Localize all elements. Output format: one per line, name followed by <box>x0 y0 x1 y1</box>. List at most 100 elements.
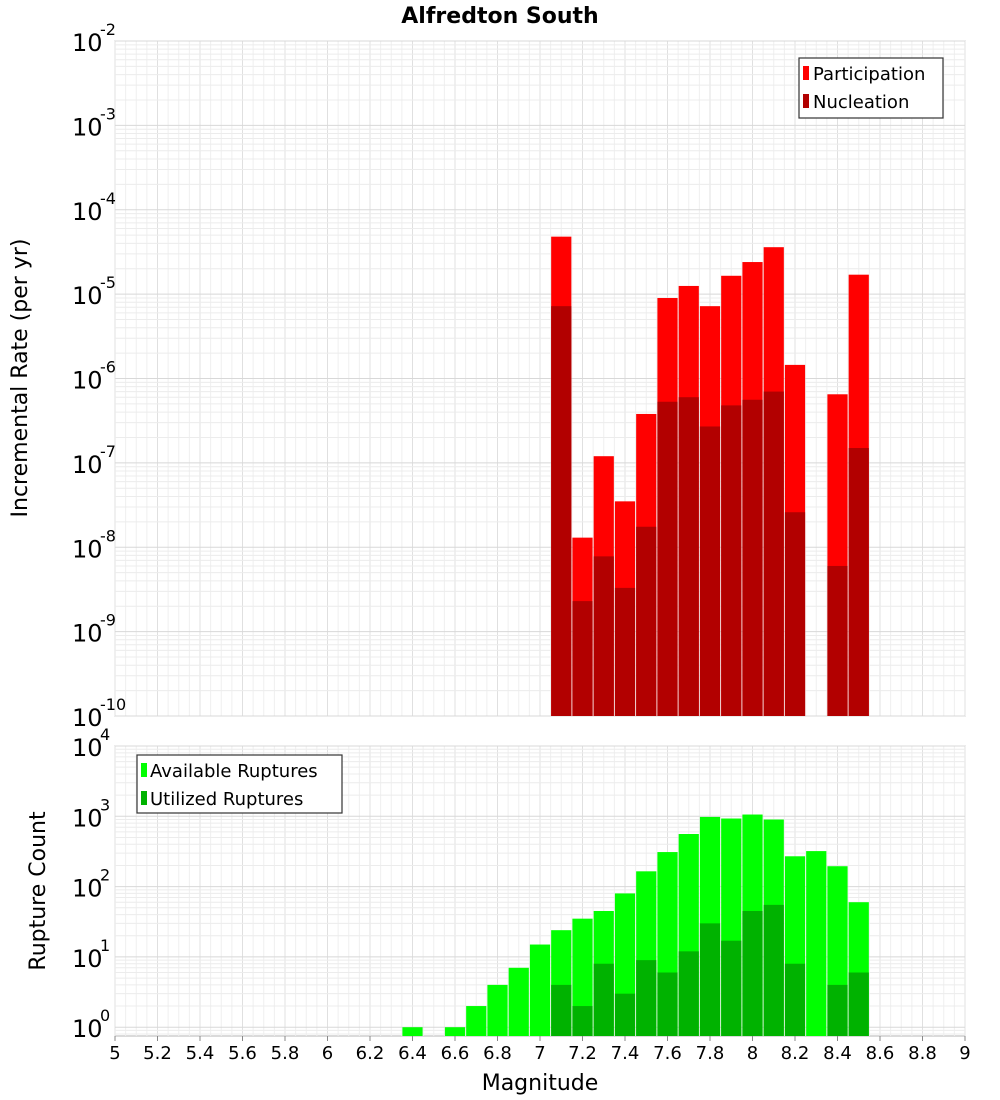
bar-utilized-ruptures <box>742 910 763 1036</box>
top-y-ticks: 10-210-310-410-510-610-710-810-910-10 <box>72 20 126 732</box>
y-tick-exponent: -10 <box>100 695 126 714</box>
bar-utilized-ruptures <box>699 923 721 1036</box>
bar-available-ruptures <box>487 984 508 1036</box>
y-tick-exponent: -4 <box>100 189 116 208</box>
x-tick-label: 6.2 <box>356 1043 385 1064</box>
bar-nucleation <box>678 397 699 716</box>
x-tick-label: 7.2 <box>568 1043 597 1064</box>
bar-available-ruptures <box>444 1027 466 1036</box>
bottom-y-axis-label: Rupture Count <box>26 811 51 971</box>
bar-available-ruptures <box>508 967 529 1036</box>
legend-swatch-nucleation <box>803 94 809 108</box>
bar-utilized-ruptures <box>614 993 636 1036</box>
x-tick-label: 6.6 <box>441 1043 470 1064</box>
x-tick-label: 7.4 <box>611 1043 640 1064</box>
legend-label-available: Available Ruptures <box>150 761 318 782</box>
bar-utilized-ruptures <box>593 963 614 1036</box>
bar-nucleation <box>721 405 742 716</box>
y-tick-exponent: 1 <box>100 936 110 955</box>
y-tick-exponent: 2 <box>100 866 110 885</box>
y-tick-label: 10 <box>72 29 103 57</box>
x-tick-label: 5.8 <box>271 1043 300 1064</box>
legend-label-nucleation: Nucleation <box>813 92 909 113</box>
top-legend: Participation Nucleation <box>798 57 944 119</box>
x-tick-label: 6.8 <box>483 1043 512 1064</box>
y-tick-exponent: 4 <box>100 725 110 744</box>
x-tick-label: 8 <box>747 1043 758 1064</box>
bar-nucleation <box>827 565 848 716</box>
y-tick-label: 10 <box>72 451 103 479</box>
y-tick-label: 10 <box>72 875 103 903</box>
bar-available-ruptures <box>402 1027 423 1036</box>
bottom-legend: Available Ruptures Utilized Ruptures <box>136 754 343 814</box>
y-tick-label: 10 <box>72 198 103 226</box>
bar-nucleation <box>551 306 572 716</box>
y-tick-label: 10 <box>72 282 103 310</box>
y-tick-label: 10 <box>72 704 103 732</box>
x-tick-label: 5 <box>109 1043 120 1064</box>
x-axis-label: Magnitude <box>482 1071 599 1096</box>
legend-swatch-participation <box>803 66 809 80</box>
y-tick-label: 10 <box>72 945 103 973</box>
x-tick-label: 5.2 <box>143 1043 172 1064</box>
y-tick-exponent: -7 <box>100 442 116 461</box>
y-tick-exponent: -9 <box>100 611 116 630</box>
legend-swatch-utilized <box>141 791 147 805</box>
bar-utilized-ruptures <box>784 963 806 1036</box>
bar-utilized-ruptures <box>827 984 848 1036</box>
x-tick-label: 5.6 <box>228 1043 257 1064</box>
x-tick-label: 6 <box>322 1043 333 1064</box>
bar-utilized-ruptures <box>763 904 784 1036</box>
y-tick-exponent: -6 <box>100 358 116 377</box>
x-tick-label: 5.4 <box>186 1043 215 1064</box>
y-tick-label: 10 <box>72 804 103 832</box>
x-tick-label: 6.4 <box>398 1043 427 1064</box>
y-tick-label: 10 <box>72 734 103 762</box>
top-grid <box>114 40 966 717</box>
bar-utilized-ruptures <box>721 940 742 1036</box>
y-tick-exponent: 3 <box>100 795 110 814</box>
bar-nucleation <box>763 391 784 716</box>
legend-swatch-available <box>141 763 147 777</box>
y-tick-exponent: 0 <box>100 1006 110 1025</box>
bar-utilized-ruptures <box>678 951 699 1036</box>
bar-utilized-ruptures <box>572 1006 593 1036</box>
bar-nucleation <box>636 526 657 716</box>
top-bars <box>551 236 869 716</box>
bar-nucleation <box>614 587 636 716</box>
x-tick-label: 8.6 <box>866 1043 895 1064</box>
x-ticks: 5 5.2 5.4 5.6 5.8 6 6.2 6.4 6.6 6.8 7 7.2 7.4 7.6 7.8 8… <box>109 1036 971 1064</box>
bar-utilized-ruptures <box>551 984 572 1036</box>
bar-nucleation <box>742 399 763 716</box>
chart-title: Alfredton South <box>401 4 598 29</box>
y-tick-exponent: -3 <box>100 104 116 123</box>
bar-nucleation <box>848 448 869 716</box>
bar-nucleation <box>593 556 614 716</box>
x-tick-label: 9 <box>959 1043 970 1064</box>
x-tick-label: 7 <box>534 1043 545 1064</box>
y-tick-label: 10 <box>72 620 103 648</box>
x-tick-label: 7.6 <box>653 1043 682 1064</box>
bar-utilized-ruptures <box>657 972 678 1036</box>
x-tick-label: 8.2 <box>781 1043 810 1064</box>
y-tick-label: 10 <box>72 113 103 141</box>
bar-nucleation <box>657 401 678 716</box>
y-tick-label: 10 <box>72 535 103 563</box>
y-tick-exponent: -2 <box>100 20 116 39</box>
x-tick-label: 8.4 <box>823 1043 852 1064</box>
bar-available-ruptures <box>806 851 827 1036</box>
bar-nucleation <box>699 426 721 716</box>
y-tick-label: 10 <box>72 1015 103 1043</box>
y-tick-exponent: -8 <box>100 526 116 545</box>
legend-label-participation: Participation <box>813 64 925 85</box>
x-tick-label: 7.8 <box>696 1043 725 1064</box>
bar-utilized-ruptures <box>848 972 869 1036</box>
bar-available-ruptures <box>466 1006 487 1036</box>
bar-utilized-ruptures <box>636 960 657 1036</box>
x-tick-label: 8.8 <box>908 1043 937 1064</box>
bar-available-ruptures <box>529 944 551 1036</box>
legend-label-utilized: Utilized Ruptures <box>150 789 303 810</box>
y-tick-exponent: -5 <box>100 273 116 292</box>
